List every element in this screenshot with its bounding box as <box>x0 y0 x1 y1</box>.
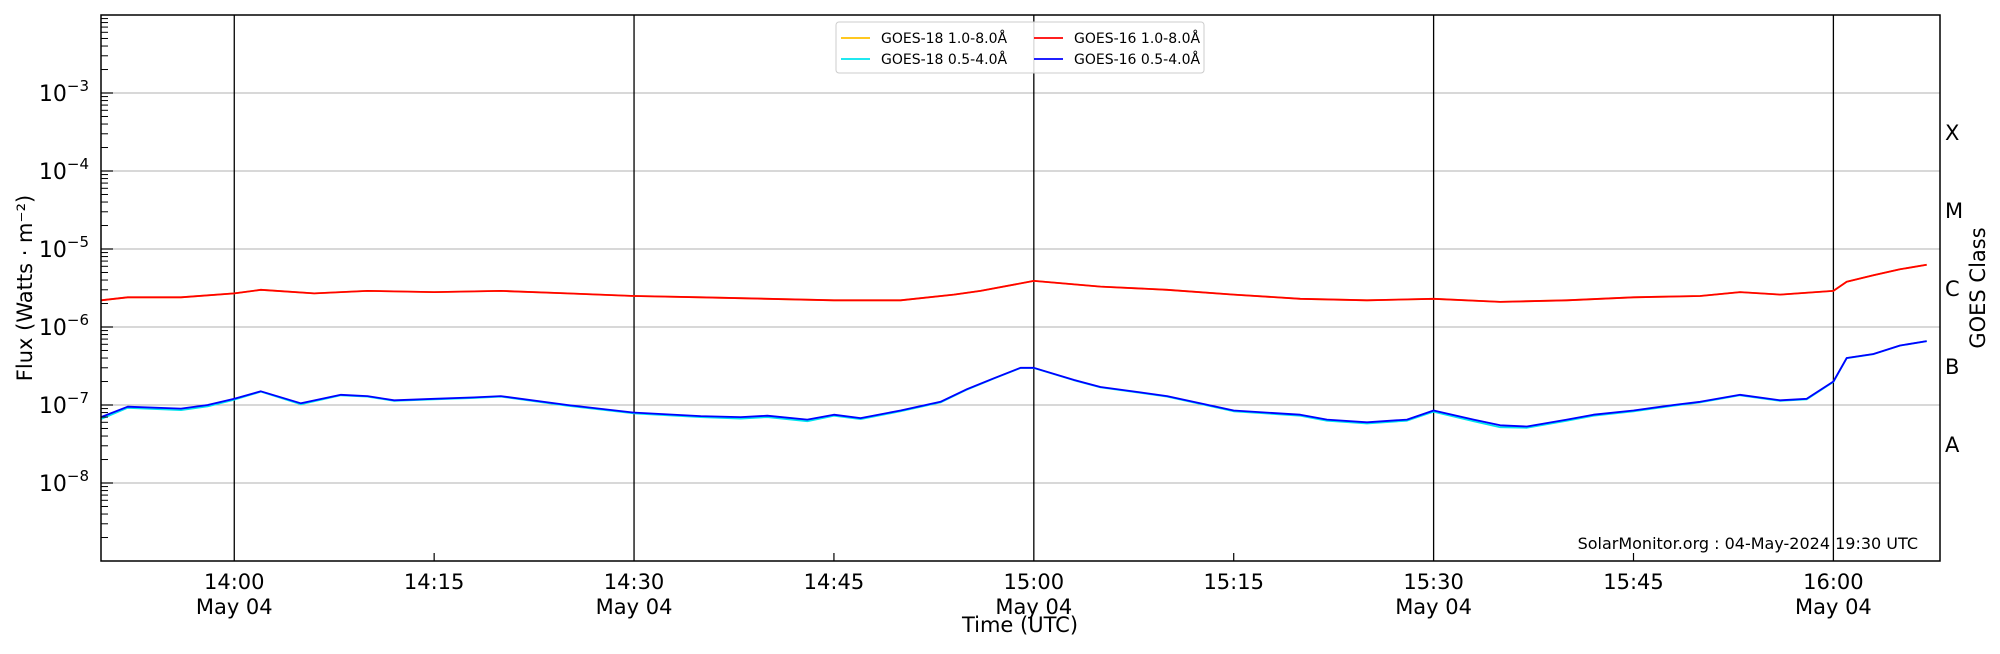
legend-entry: GOES-18 1.0-8.0Å <box>881 30 1007 47</box>
y-tick-base: 10 <box>39 394 67 419</box>
legend-entry: GOES-16 0.5-4.0Å <box>1074 51 1200 68</box>
series-line-goes-16-1-0-8-0- <box>100 263 1927 303</box>
x-tick-label: 16:00 <box>1803 570 1864 594</box>
time-markers <box>233 15 1835 561</box>
y-tick-exponent: −6 <box>67 311 89 329</box>
legend-entry: GOES-18 0.5-4.0Å <box>881 51 1007 68</box>
x-tick-date: May 04 <box>196 595 273 619</box>
x-tick-date: May 04 <box>1795 595 1872 619</box>
series-lines <box>100 263 1927 429</box>
legend: GOES-18 1.0-8.0Å GOES-18 0.5-4.0Å GOES-16 … <box>835 21 1205 74</box>
goes-class-x: X <box>1945 121 1959 145</box>
goes-class-axis: X M C B A <box>1945 121 1963 457</box>
x-tick-date: May 04 <box>596 595 673 619</box>
x-axis-label: Time (UTC) <box>961 613 1078 637</box>
legend-entry: GOES-16 1.0-8.0Å <box>1074 30 1200 47</box>
y-tick-label: 10−6 <box>39 311 89 341</box>
x-tick-label: 14:30 <box>604 570 665 594</box>
x-tick-date: May 04 <box>995 595 1072 619</box>
x-tick-label: 14:45 <box>804 570 865 594</box>
goes-class-a: A <box>1945 433 1960 457</box>
series-line-goes-18-0-5-4-0- <box>100 340 1927 429</box>
y-tick-base: 10 <box>39 238 67 263</box>
goes-class-m: M <box>1945 199 1963 223</box>
y-tick-base: 10 <box>39 316 67 341</box>
timestamp-annotation: SolarMonitor.org : 04-May-2024 19:30 UTC <box>1578 534 1918 553</box>
y-tick-label: 10−3 <box>39 77 89 107</box>
series-line-goes-16-0-5-4-0- <box>100 340 1927 428</box>
y-axis: 10−810−710−610−510−410−3 <box>39 18 113 539</box>
y-tick-exponent: −7 <box>67 389 89 407</box>
goes-class-b: B <box>1945 355 1959 379</box>
y-tick-label: 10−4 <box>39 155 89 185</box>
y-tick-label: 10−5 <box>39 233 89 263</box>
x-tick-label: 14:00 <box>204 570 265 594</box>
x-tick-label: 15:15 <box>1203 570 1264 594</box>
y-tick-exponent: −3 <box>67 77 89 95</box>
x-tick-label: 14:15 <box>404 570 465 594</box>
y-tick-base: 10 <box>39 160 67 185</box>
y-tick-label: 10−7 <box>39 389 89 419</box>
x-tick-label: 15:45 <box>1603 570 1664 594</box>
goes-class-c: C <box>1945 277 1960 301</box>
y-tick-exponent: −8 <box>67 467 89 485</box>
y-tick-label: 10−8 <box>39 467 89 497</box>
y-axis-label: Flux (Watts · m⁻²) <box>13 195 37 381</box>
plot-frame <box>100 14 1941 562</box>
x-tick-label: 15:00 <box>1004 570 1065 594</box>
right-axis-label: GOES Class <box>1966 227 1990 348</box>
legend-box <box>835 21 1205 74</box>
y-tick-exponent: −5 <box>67 233 89 251</box>
y-tick-base: 10 <box>39 82 67 107</box>
y-tick-base: 10 <box>39 472 67 497</box>
x-tick-label: 15:30 <box>1403 570 1464 594</box>
grid <box>101 92 1940 484</box>
y-tick-exponent: −4 <box>67 155 89 173</box>
x-tick-date: May 04 <box>1395 595 1472 619</box>
